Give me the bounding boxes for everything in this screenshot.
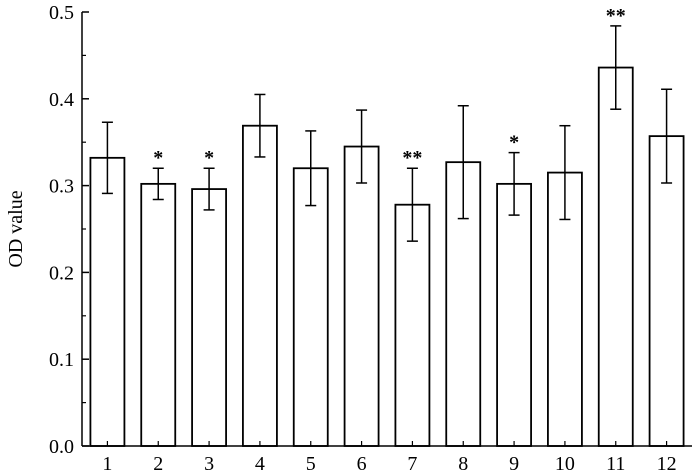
y-tick-label: 0.4 — [49, 89, 74, 111]
x-tick-label: 3 — [204, 453, 214, 474]
bar — [597, 66, 634, 447]
significance-mark: ** — [606, 5, 626, 27]
bar — [648, 135, 685, 447]
bar — [394, 203, 431, 447]
significance-mark: * — [509, 132, 519, 154]
bars-layer — [89, 66, 685, 447]
bar — [242, 124, 278, 447]
x-tick-label: 1 — [102, 453, 112, 474]
x-tick-label: 5 — [306, 453, 316, 474]
x-tick-label: 12 — [657, 453, 677, 474]
bar — [292, 167, 329, 447]
significance-mark: * — [204, 147, 214, 169]
x-tick-label: 9 — [509, 453, 519, 474]
x-tick-label: 11 — [606, 453, 625, 474]
error-bars-layer — [101, 25, 673, 242]
x-tick-label: 4 — [255, 453, 265, 474]
y-tick-label: 0.0 — [49, 436, 74, 458]
bar — [343, 145, 380, 447]
y-tick-label: 0.3 — [49, 176, 74, 198]
x-axis: 1 2 3 4 5 6 7 8 9 10 11 12 — [82, 441, 692, 474]
bar — [89, 156, 126, 447]
x-tick-label: 10 — [555, 453, 575, 474]
y-axis: 0.0 0.1 0.2 0.3 0.4 0.5 — [49, 2, 89, 458]
bar — [496, 182, 532, 447]
significance-mark: ** — [402, 147, 422, 169]
x-tick-label: 8 — [458, 453, 468, 474]
x-tick-label: 6 — [357, 453, 367, 474]
y-axis-title: OD value — [5, 190, 27, 267]
x-tick-label: 2 — [153, 453, 163, 474]
significance-mark: * — [153, 147, 163, 169]
x-tick-label: 7 — [407, 453, 417, 474]
y-tick-label: 0.2 — [49, 262, 74, 284]
y-tick-label: 0.1 — [49, 349, 74, 371]
y-tick-label: 0.5 — [49, 2, 74, 24]
bar — [140, 182, 177, 447]
bar — [191, 188, 227, 447]
significance-layer: * * ***** — [153, 5, 626, 169]
